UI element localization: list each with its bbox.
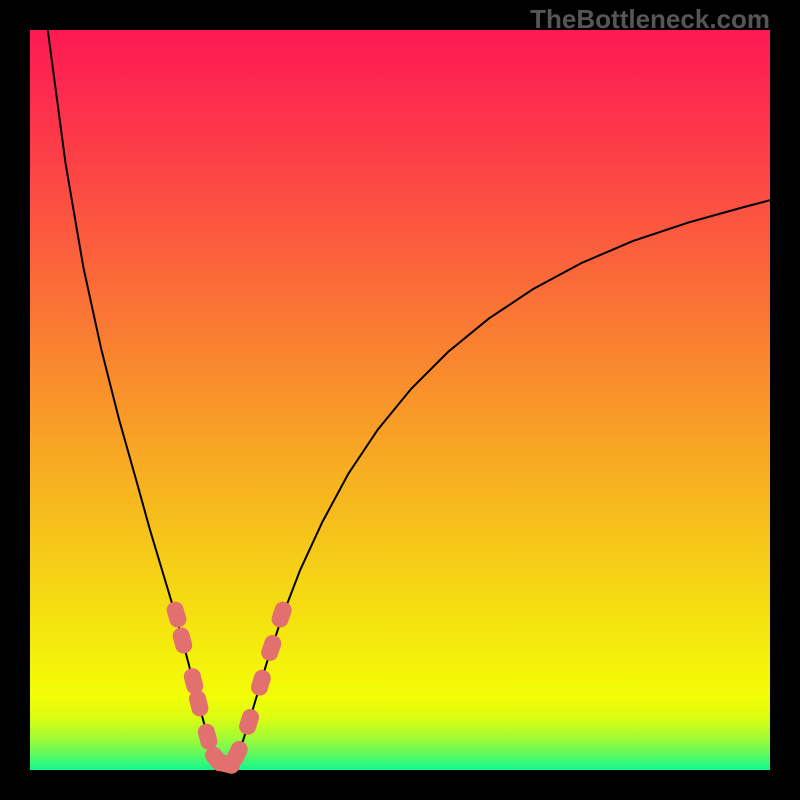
curve-marker [249,668,273,698]
watermark-text: TheBottleneck.com [530,4,770,35]
curve-marker [237,707,261,737]
chart-svg [0,0,800,800]
curve-marker [269,600,293,630]
bottleneck-curve [48,30,770,766]
curve-marker [259,633,283,663]
curve-marker [165,600,189,630]
curve-marker [171,626,194,655]
curve-markers [165,600,294,776]
